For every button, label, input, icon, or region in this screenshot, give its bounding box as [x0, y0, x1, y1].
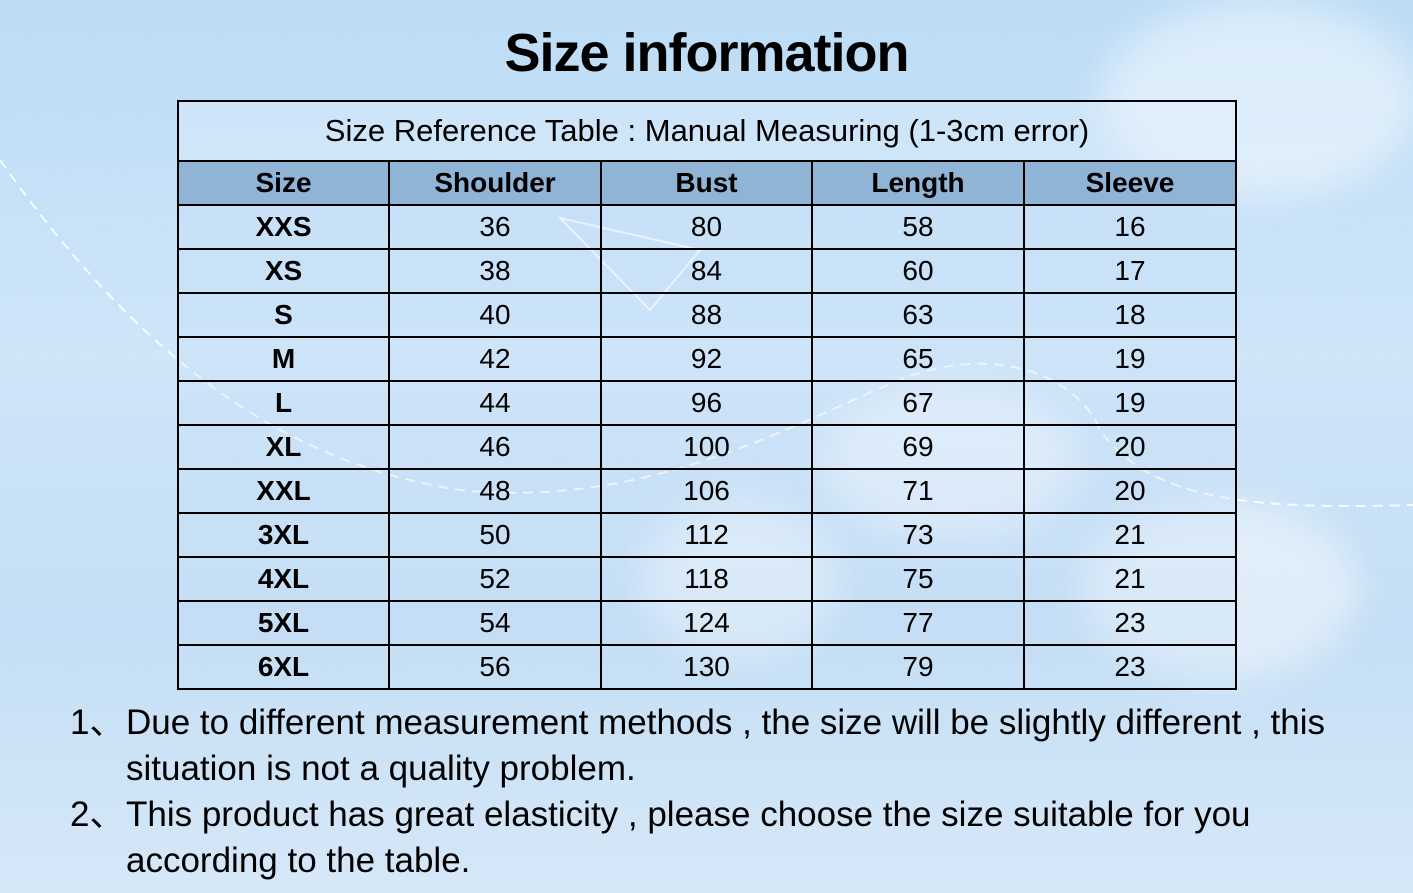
cell-length: 73 [811, 512, 1025, 558]
table-caption: Size Reference Table : Manual Measuring … [176, 100, 1238, 162]
cell-bust: 124 [600, 600, 813, 646]
note-text: This product has great elasticity , plea… [126, 795, 1251, 880]
cell-shoulder: 44 [388, 380, 602, 426]
cell-sleeve: 17 [1022, 248, 1238, 294]
cell-length: 60 [811, 248, 1025, 294]
table-row: M 42 92 65 19 [177, 336, 1238, 382]
header-sleeve: Sleeve [1022, 160, 1238, 206]
cell-shoulder: 54 [388, 600, 602, 646]
table-row: XL 46 100 69 20 [177, 424, 1238, 470]
cell-bust: 130 [600, 644, 813, 690]
cell-shoulder: 48 [388, 468, 602, 514]
table-row: 6XL 56 130 79 23 [177, 644, 1238, 690]
cell-size: 4XL [177, 556, 390, 602]
table-row: S 40 88 63 18 [177, 292, 1238, 338]
table-row: 5XL 54 124 77 23 [177, 600, 1238, 646]
cell-sleeve: 20 [1022, 424, 1238, 470]
cell-length: 75 [811, 556, 1025, 602]
cell-length: 69 [811, 424, 1025, 470]
cell-size: XL [177, 424, 390, 470]
cell-length: 79 [811, 644, 1025, 690]
cell-bust: 106 [600, 468, 813, 514]
cell-sleeve: 21 [1022, 512, 1238, 558]
cell-shoulder: 42 [388, 336, 602, 382]
cell-sleeve: 21 [1022, 556, 1238, 602]
cell-sleeve: 23 [1022, 600, 1238, 646]
cell-bust: 118 [600, 556, 813, 602]
cell-length: 67 [811, 380, 1025, 426]
note-number: 1、 [70, 703, 125, 742]
cell-length: 77 [811, 600, 1025, 646]
table-row: XXS 36 80 58 16 [177, 204, 1238, 250]
header-size: Size [177, 160, 390, 206]
cell-sleeve: 20 [1022, 468, 1238, 514]
note-1: 1、 Due to different measurement methods … [70, 700, 1390, 792]
header-length: Length [811, 160, 1025, 206]
cell-size: 3XL [177, 512, 390, 558]
cell-sleeve: 18 [1022, 292, 1238, 338]
page-title: Size information [504, 23, 909, 83]
note-2: 2、 This product has great elasticity , p… [70, 792, 1390, 884]
cell-size: XXS [177, 204, 390, 250]
note-number: 2、 [70, 795, 125, 834]
cell-bust: 96 [600, 380, 813, 426]
header-shoulder: Shoulder [388, 160, 602, 206]
cell-shoulder: 46 [388, 424, 602, 470]
table-row: XXL 48 106 71 20 [177, 468, 1238, 514]
cell-shoulder: 52 [388, 556, 602, 602]
cell-bust: 100 [600, 424, 813, 470]
cell-size: XXL [177, 468, 390, 514]
table-row: 3XL 50 112 73 21 [177, 512, 1238, 558]
cell-shoulder: 40 [388, 292, 602, 338]
cell-size: S [177, 292, 390, 338]
table-row: 4XL 52 118 75 21 [177, 556, 1238, 602]
cell-sleeve: 23 [1022, 644, 1238, 690]
cell-shoulder: 38 [388, 248, 602, 294]
cell-bust: 112 [600, 512, 813, 558]
table-header-row: Size Shoulder Bust Length Sleeve [177, 160, 1238, 206]
cell-bust: 88 [600, 292, 813, 338]
cell-bust: 84 [600, 248, 813, 294]
table-row: L 44 96 67 19 [177, 380, 1238, 426]
cell-length: 58 [811, 204, 1025, 250]
size-reference-table: Size Reference Table : Manual Measuring … [176, 100, 1238, 690]
header-bust: Bust [600, 160, 813, 206]
cell-shoulder: 56 [388, 644, 602, 690]
cell-shoulder: 36 [388, 204, 602, 250]
table-row: XS 38 84 60 17 [177, 248, 1238, 294]
cell-bust: 92 [600, 336, 813, 382]
cell-shoulder: 50 [388, 512, 602, 558]
cell-size: M [177, 336, 390, 382]
note-text: Due to different measurement methods , t… [126, 703, 1326, 788]
cell-bust: 80 [600, 204, 813, 250]
cell-length: 65 [811, 336, 1025, 382]
cell-sleeve: 19 [1022, 336, 1238, 382]
cell-length: 63 [811, 292, 1025, 338]
cell-size: 6XL [177, 644, 390, 690]
cell-size: L [177, 380, 390, 426]
cell-sleeve: 19 [1022, 380, 1238, 426]
cell-size: 5XL [177, 600, 390, 646]
cell-size: XS [177, 248, 390, 294]
cell-sleeve: 16 [1022, 204, 1238, 250]
cell-length: 71 [811, 468, 1025, 514]
notes: 1、 Due to different measurement methods … [70, 700, 1390, 884]
